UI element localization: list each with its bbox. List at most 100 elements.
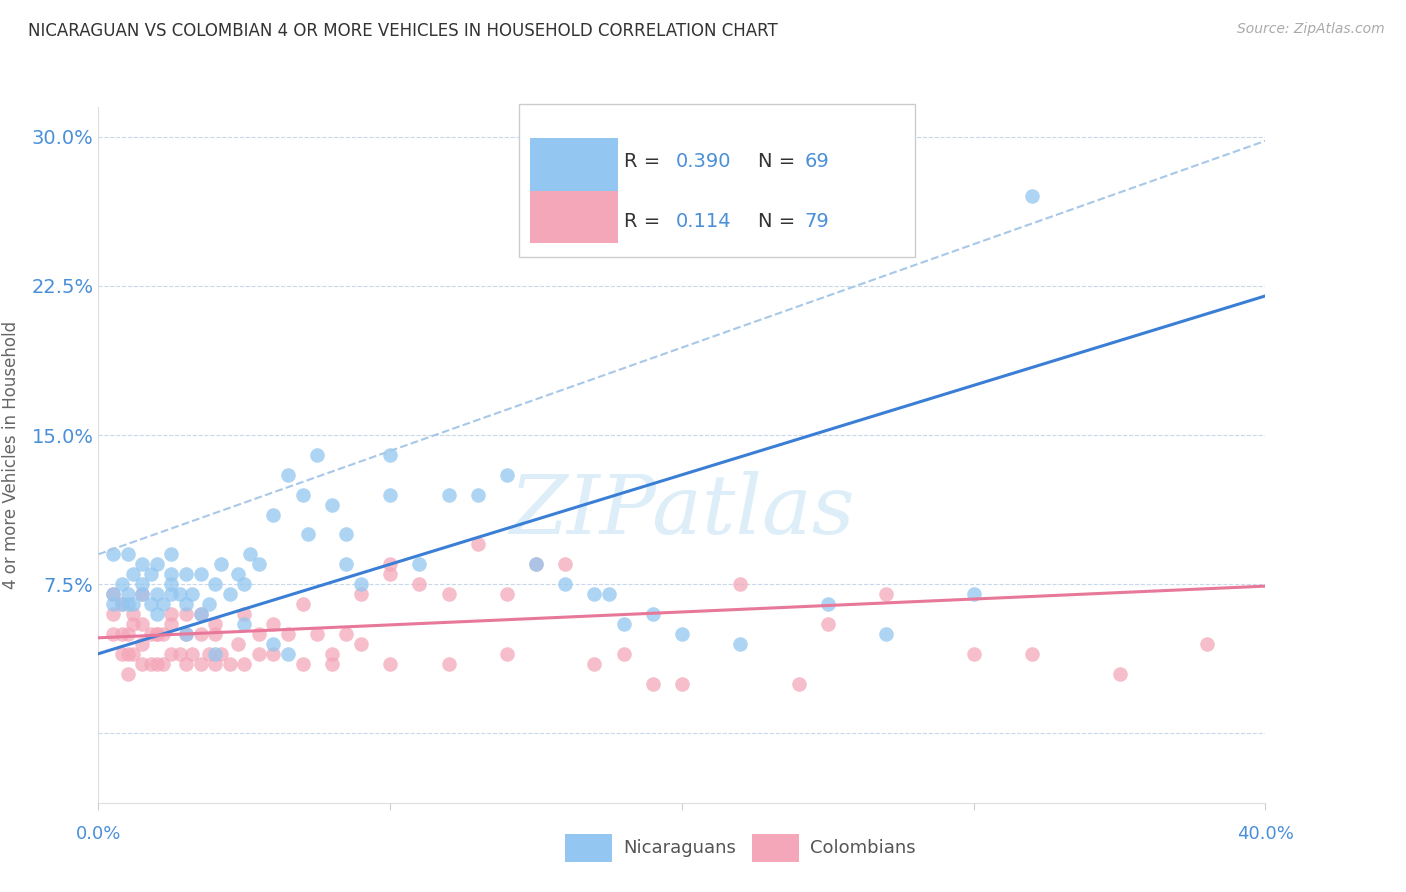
Point — [378, 488, 402, 502]
Point — [146, 607, 169, 621]
Point — [131, 587, 153, 601]
Point — [378, 657, 402, 671]
Point — [291, 657, 314, 671]
Point — [146, 587, 169, 601]
Text: 69: 69 — [804, 152, 830, 170]
Point — [209, 558, 232, 572]
Point — [117, 627, 139, 641]
Point — [101, 587, 124, 601]
Point — [146, 558, 169, 572]
Point — [228, 567, 250, 582]
Text: 0.390: 0.390 — [676, 152, 731, 170]
Point — [1021, 647, 1043, 661]
Text: Nicaraguans: Nicaraguans — [623, 839, 737, 857]
Text: R =: R = — [623, 152, 666, 170]
Point — [190, 607, 212, 621]
FancyBboxPatch shape — [530, 138, 617, 191]
Point — [174, 607, 197, 621]
Point — [817, 616, 839, 631]
Point — [554, 558, 576, 572]
Point — [122, 597, 145, 611]
Point — [160, 607, 183, 621]
Point — [378, 448, 402, 462]
Point — [152, 597, 174, 611]
Point — [198, 647, 221, 661]
Point — [209, 647, 232, 661]
Point — [169, 647, 191, 661]
Point — [875, 587, 897, 601]
Point — [378, 567, 402, 582]
Point — [437, 657, 460, 671]
Point — [321, 657, 343, 671]
Point — [962, 647, 984, 661]
Point — [204, 647, 226, 661]
Point — [139, 627, 162, 641]
Point — [291, 488, 314, 502]
Point — [160, 587, 183, 601]
Point — [160, 647, 183, 661]
Point — [1108, 666, 1130, 681]
Point — [335, 558, 357, 572]
Point — [247, 558, 270, 572]
Point — [233, 657, 256, 671]
Text: 40.0%: 40.0% — [1237, 825, 1294, 843]
Point — [169, 587, 191, 601]
Point — [612, 647, 634, 661]
Point — [787, 676, 810, 690]
Point — [641, 607, 664, 621]
Point — [131, 616, 153, 631]
Point — [495, 467, 517, 482]
Text: Colombians: Colombians — [810, 839, 915, 857]
Point — [131, 587, 153, 601]
Point — [190, 567, 212, 582]
Point — [152, 657, 174, 671]
FancyBboxPatch shape — [530, 191, 617, 243]
Point — [321, 647, 343, 661]
Point — [262, 637, 284, 651]
Point — [190, 627, 212, 641]
Point — [174, 627, 197, 641]
Point — [117, 647, 139, 661]
Point — [204, 616, 226, 631]
FancyBboxPatch shape — [519, 103, 915, 257]
Point — [262, 616, 284, 631]
Point — [524, 558, 547, 572]
Point — [146, 627, 169, 641]
Text: 0.0%: 0.0% — [76, 825, 121, 843]
Point — [335, 627, 357, 641]
Point — [204, 627, 226, 641]
Point — [131, 657, 153, 671]
Point — [146, 627, 169, 641]
Point — [233, 616, 256, 631]
Point — [174, 597, 197, 611]
Text: R =: R = — [623, 212, 672, 231]
Point — [218, 587, 240, 601]
Point — [524, 558, 547, 572]
Point — [728, 577, 751, 591]
Point — [180, 647, 202, 661]
Point — [437, 488, 460, 502]
Text: Source: ZipAtlas.com: Source: ZipAtlas.com — [1237, 22, 1385, 37]
FancyBboxPatch shape — [565, 834, 612, 862]
Point — [204, 657, 226, 671]
Point — [408, 577, 430, 591]
Point — [408, 558, 430, 572]
Text: 0.114: 0.114 — [676, 212, 731, 231]
Text: N =: N = — [758, 152, 801, 170]
Point — [671, 676, 693, 690]
Point — [122, 567, 145, 582]
Point — [131, 558, 153, 572]
Text: ZIPatlas: ZIPatlas — [509, 471, 855, 550]
Point — [218, 657, 240, 671]
Point — [174, 627, 197, 641]
Point — [291, 597, 314, 611]
Point — [239, 547, 262, 561]
Point — [350, 637, 373, 651]
Point — [139, 657, 162, 671]
Point — [198, 597, 221, 611]
Point — [321, 498, 343, 512]
Point — [117, 666, 139, 681]
FancyBboxPatch shape — [752, 834, 799, 862]
Point — [139, 567, 162, 582]
Point — [598, 587, 620, 601]
